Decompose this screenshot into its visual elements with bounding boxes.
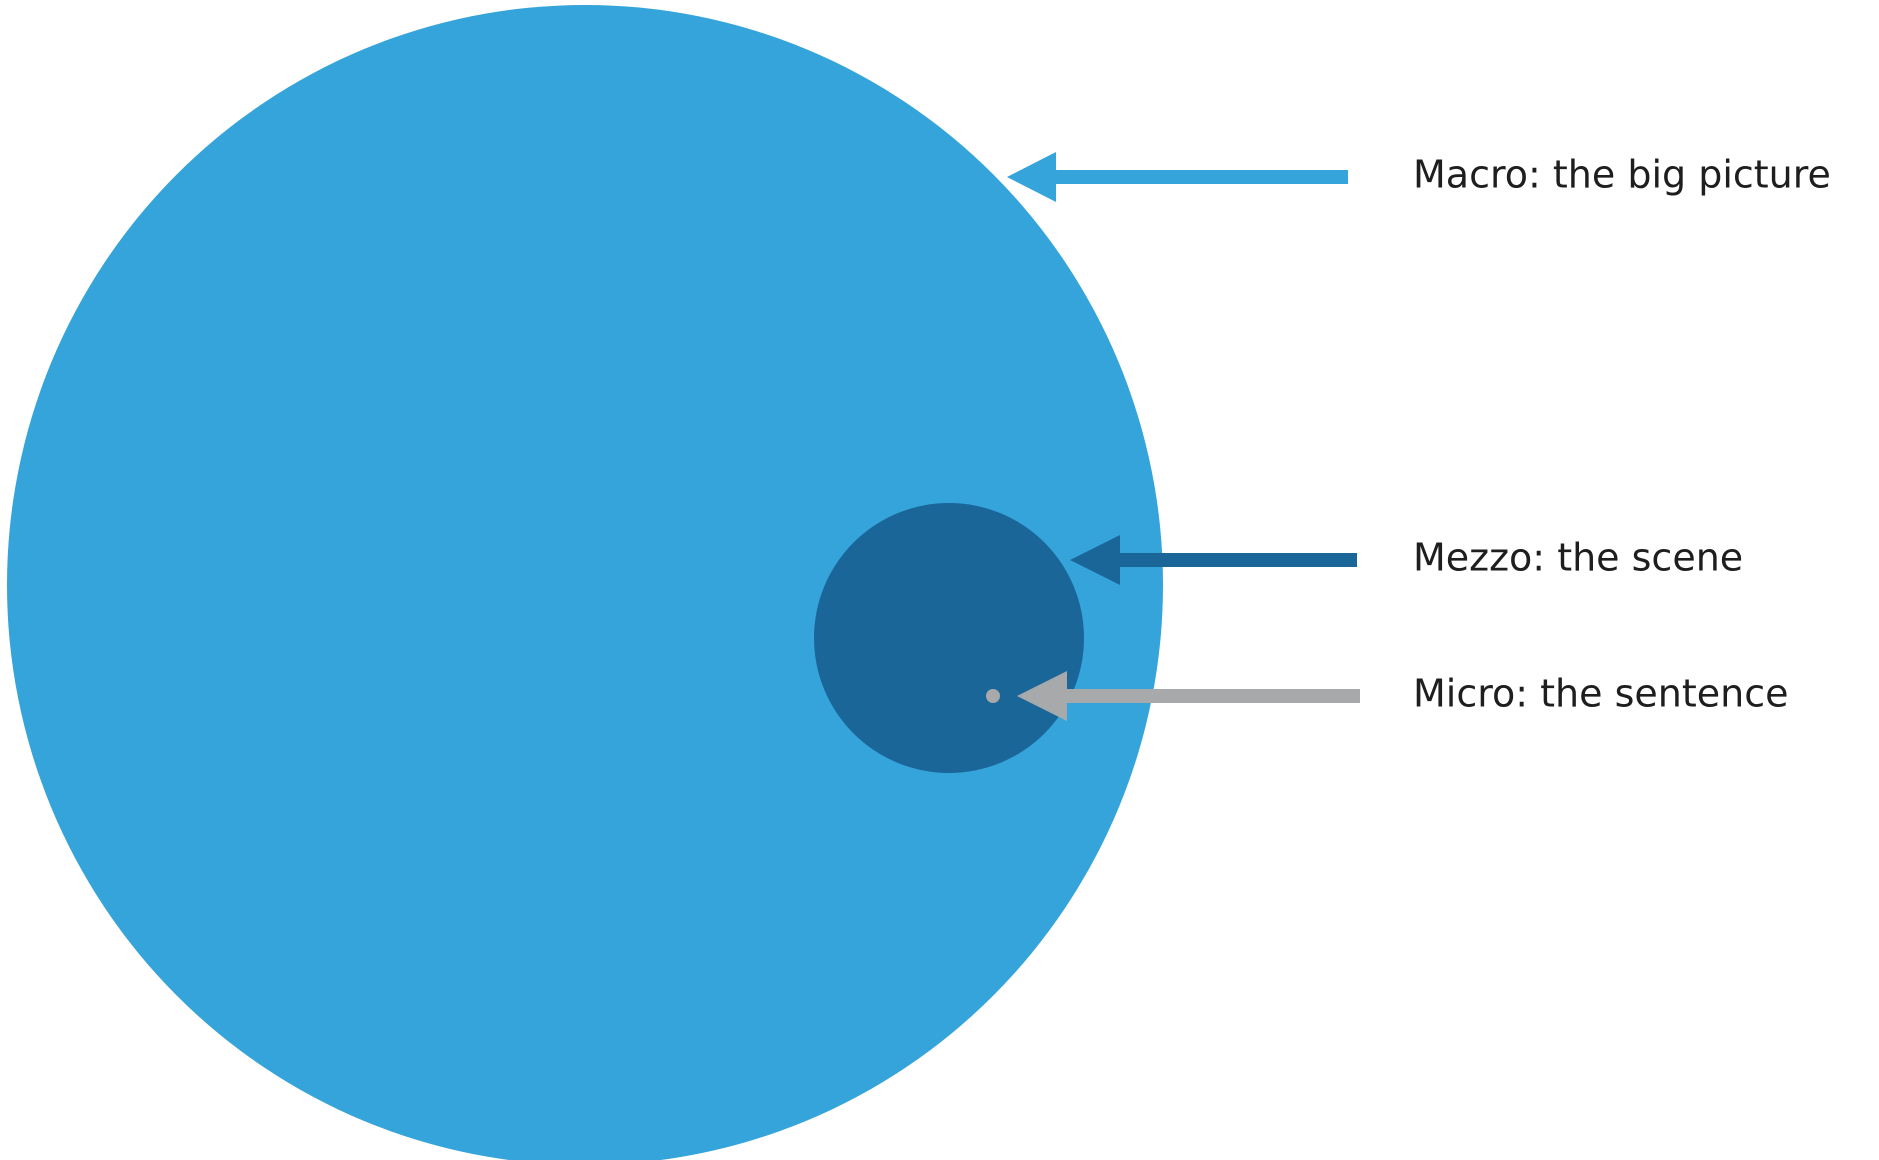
micro-arrow-head bbox=[1017, 671, 1067, 721]
micro-label: Micro: the sentence bbox=[1413, 672, 1789, 716]
macro-arrow-shaft bbox=[1052, 170, 1348, 184]
macro-arrow bbox=[1007, 152, 1348, 202]
macro-label: Macro: the big picture bbox=[1413, 153, 1831, 197]
macro-arrow-head bbox=[1007, 152, 1056, 202]
macro-circle bbox=[7, 5, 1163, 1160]
micro-arrow bbox=[1017, 671, 1360, 721]
micro-dot bbox=[986, 689, 1000, 703]
mezzo-arrow-shaft bbox=[1116, 553, 1357, 567]
mezzo-arrow bbox=[1070, 535, 1357, 585]
mezzo-circle bbox=[814, 503, 1084, 773]
mezzo-arrow-head bbox=[1070, 535, 1120, 585]
micro-arrow-shaft bbox=[1063, 689, 1360, 703]
mezzo-label: Mezzo: the scene bbox=[1413, 536, 1743, 580]
